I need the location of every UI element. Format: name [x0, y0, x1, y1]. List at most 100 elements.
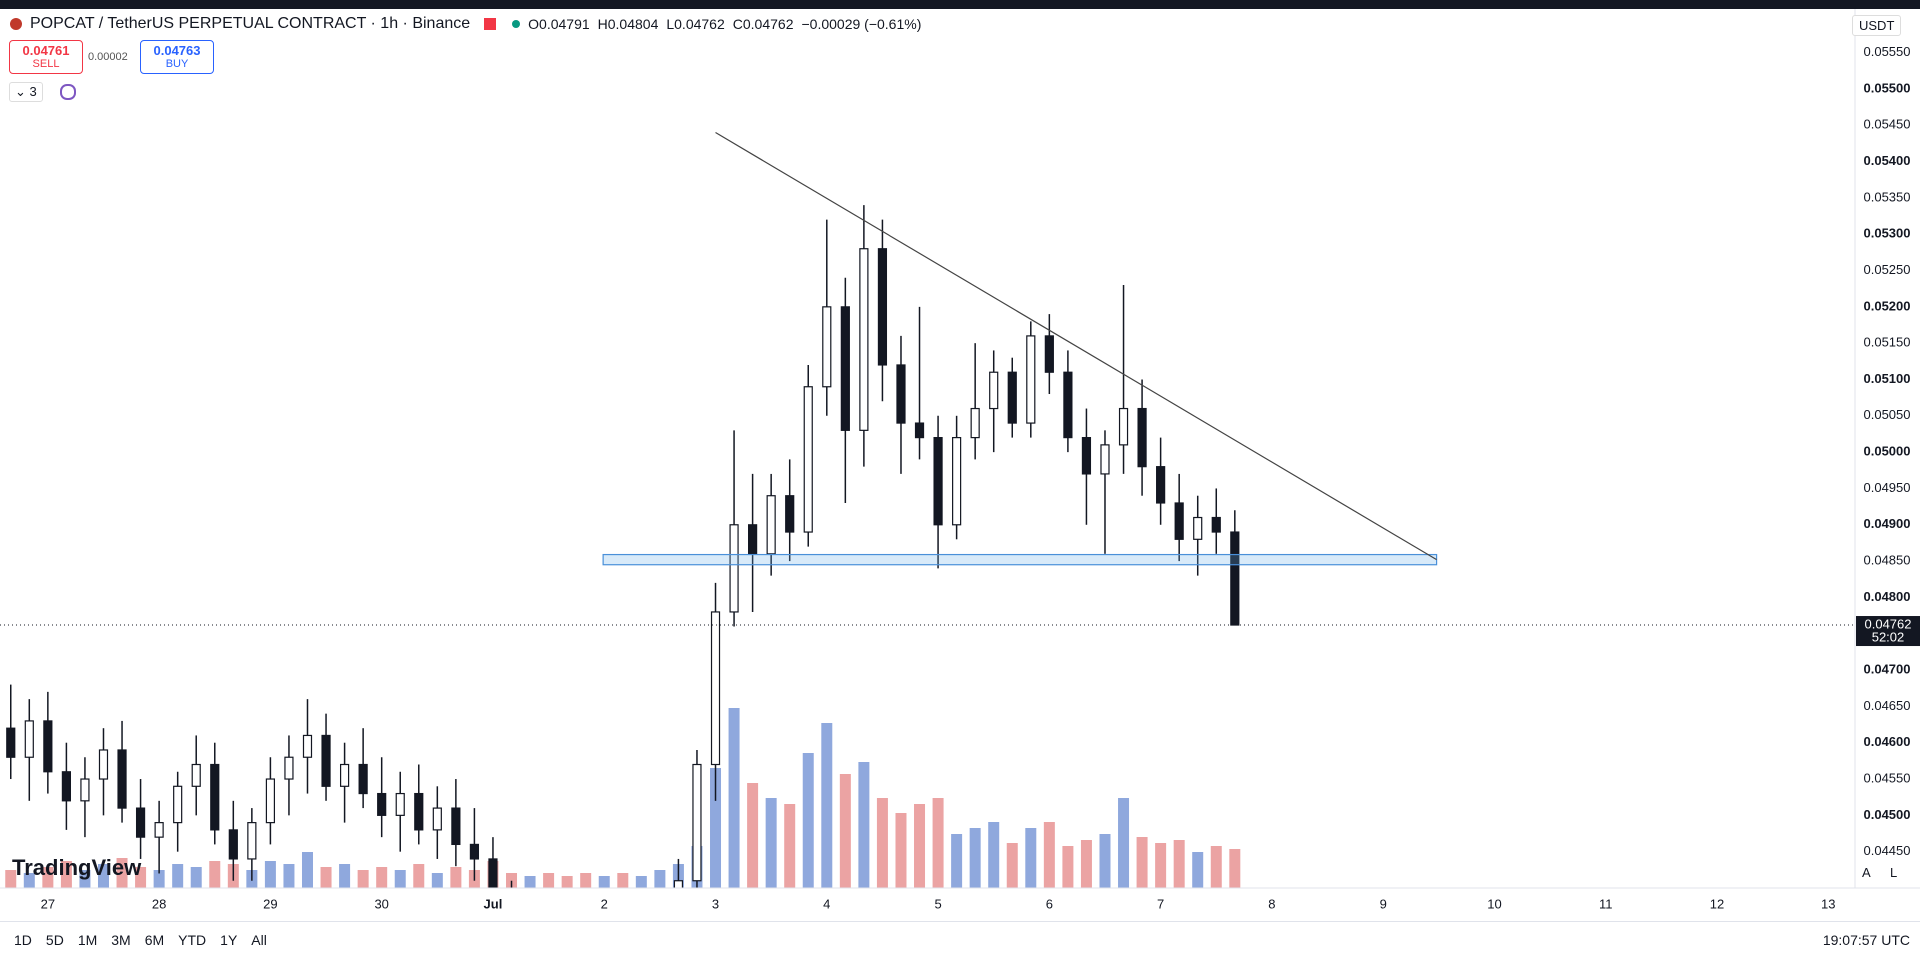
candle-body — [952, 437, 962, 526]
candle-body — [173, 785, 183, 824]
range-button[interactable]: 1M — [77, 932, 98, 948]
candle-body — [692, 763, 702, 882]
volume-bar — [190, 867, 202, 888]
volume-bar — [635, 876, 647, 888]
candle-body — [191, 763, 201, 787]
candle-body — [117, 749, 127, 809]
volume-bar — [914, 804, 926, 888]
x-tick-label: Jul — [484, 896, 503, 911]
indicators-toggle[interactable]: ⌄ 3 — [9, 82, 43, 102]
candle-body — [1137, 407, 1147, 468]
candle-body — [395, 792, 405, 816]
volume-bar — [1229, 849, 1241, 888]
candle-body — [432, 807, 442, 831]
candle-body — [98, 749, 109, 780]
y-tick-label: 0.05450 — [1864, 117, 1911, 132]
candle-body — [1044, 335, 1054, 373]
volume-bar — [876, 798, 888, 888]
y-tick-label: 0.04650 — [1864, 698, 1911, 713]
range-buttons: 1D 5D 1M 3M 6M YTD 1Y All — [14, 932, 267, 948]
volume-bar — [1006, 843, 1018, 888]
buy-label: BUY — [165, 58, 189, 70]
range-button[interactable]: YTD — [178, 932, 207, 948]
currency[interactable]: USDT — [1852, 15, 1902, 36]
candle-body — [970, 407, 980, 439]
flag[interactable] — [484, 18, 497, 30]
x-tick-label: 7 — [1157, 896, 1164, 911]
x-tick-label: 27 — [41, 896, 55, 911]
y-tick-label: 0.05400 — [1864, 153, 1911, 168]
x-tick-label: 11 — [1599, 896, 1613, 911]
range-button[interactable]: 1D — [14, 932, 32, 948]
sell-button[interactable]: 0.04761 SELL — [9, 40, 83, 74]
candle-body — [302, 734, 313, 758]
range-button[interactable]: 1Y — [220, 932, 238, 948]
indicators-count: 3 — [29, 84, 37, 99]
x-tick-label: 6 — [1046, 896, 1053, 911]
volume-bar — [301, 852, 313, 888]
candle-body — [989, 371, 999, 410]
candle-body — [1230, 531, 1240, 626]
candle-body — [1174, 502, 1184, 540]
range-button[interactable]: All — [251, 932, 267, 948]
x-tick-label: 30 — [374, 896, 388, 911]
x-tick-label: 8 — [1268, 896, 1275, 911]
candle-body — [1118, 407, 1129, 446]
sync-icon[interactable] — [60, 84, 76, 100]
trendline — [715, 131, 1437, 561]
clock: 19:07:57 UTC — [1822, 932, 1910, 948]
volume-bar — [821, 723, 833, 888]
y-tick-label: 0.05000 — [1864, 444, 1911, 459]
spread: 0.00002 — [88, 51, 128, 63]
volume-bar — [97, 864, 109, 888]
candle-body — [859, 248, 869, 431]
range-button[interactable]: 5D — [45, 932, 64, 948]
volume-bar — [580, 873, 592, 888]
volume-bar — [135, 867, 147, 888]
candle-body — [1100, 444, 1110, 475]
volume-bar — [1062, 846, 1074, 888]
header: POPCAT / TetherUS PERPETUAL CONTRACT · 1… — [10, 15, 921, 33]
top-bar — [0, 0, 1920, 9]
bottom-toolbar: 1D 5D 1M 3M 6M YTD 1Y All 19:07:57 UTC — [0, 921, 1920, 958]
candle-body — [135, 807, 146, 838]
y-tick-label: 0.05300 — [1864, 226, 1911, 241]
candle-body — [80, 778, 90, 802]
auto-scale[interactable]: A — [1862, 865, 1871, 880]
symbol-title[interactable]: POPCAT / TetherUS PERPETUAL CONTRACT · 1… — [30, 15, 471, 32]
candle-body — [1156, 466, 1166, 504]
logo: TradingView — [12, 855, 142, 880]
candle-body — [451, 807, 461, 846]
buy-button[interactable]: 0.04763 BUY — [140, 40, 214, 74]
ohlc-low: L0.04762 — [666, 16, 725, 32]
volume-bar — [394, 870, 406, 888]
candle-body — [358, 763, 368, 795]
volume-bar — [784, 804, 796, 888]
volume-bar — [728, 708, 740, 888]
range-button[interactable]: 3M — [111, 932, 131, 948]
volume-bar — [988, 822, 1000, 888]
volume-bar — [60, 861, 72, 888]
volume-bar — [802, 753, 814, 888]
volume-bar — [413, 864, 425, 888]
candle-body — [914, 422, 925, 439]
volume-bar — [895, 813, 907, 888]
range-button[interactable]: 6M — [144, 932, 165, 948]
volume-bar — [654, 870, 666, 888]
y-tick-label: 0.04850 — [1864, 553, 1911, 568]
y-tick-label: 0.04950 — [1864, 480, 1911, 495]
ohlc-close: C0.04762 — [732, 16, 794, 32]
volume-bar — [320, 867, 332, 888]
x-tick-label: 5 — [934, 896, 941, 911]
ohlc-high: H0.04804 — [597, 16, 659, 32]
log-scale[interactable]: L — [1890, 865, 1898, 880]
candle-body — [469, 843, 480, 860]
x-tick-label: 13 — [1821, 896, 1835, 911]
y-tick-label: 0.05350 — [1864, 189, 1911, 204]
candle-body — [265, 778, 276, 824]
x-tick-label: 3 — [712, 896, 719, 911]
candle-body — [729, 524, 739, 613]
candle-body — [414, 792, 424, 831]
